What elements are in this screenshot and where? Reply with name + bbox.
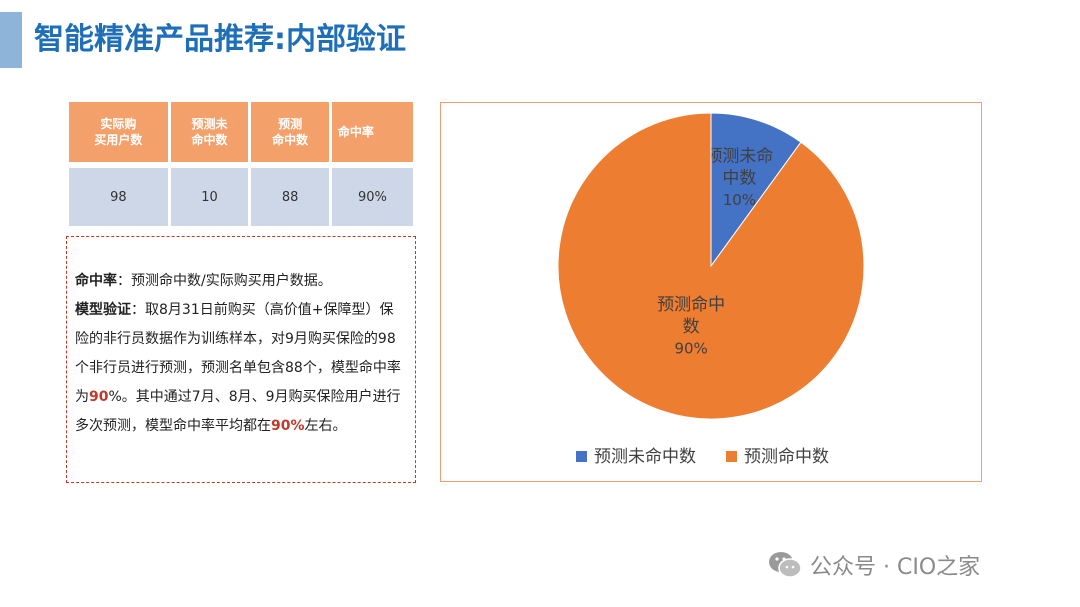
title-accent-bar (0, 12, 22, 68)
slice-label-0-0: 预测未命 (705, 147, 773, 167)
legend-label-0: 预测未命中数 (594, 447, 696, 467)
cell-predicted-miss: 10 (170, 168, 249, 226)
header-hit-rate: 命中率 (331, 102, 413, 162)
pie-slice-1 (557, 112, 865, 420)
cell-predicted-hit: 88 (251, 168, 329, 226)
explanation-note: 命中率：预测命中数/实际购买用户数据。 模型验证：取8月31日前购买（高价值+保… (66, 236, 416, 483)
table-header-row: 实际购 买用户数 预测未 命中数 预测 命中数 命中率 (69, 102, 413, 162)
header-actual-buyers: 实际购 买用户数 (69, 102, 168, 162)
header-predicted-hit: 预测 命中数 (251, 102, 329, 162)
legend-label-1: 预测命中数 (744, 447, 829, 467)
legend-swatch-1 (726, 451, 737, 462)
header-predicted-miss: 预测未 命中数 (170, 102, 249, 162)
stats-table: 实际购 买用户数 预测未 命中数 预测 命中数 命中率 98 10 88 90% (66, 102, 416, 226)
page-title: 智能精准产品推荐:内部验证 (34, 22, 406, 57)
pie-chart: 预测未命 中数 10% 预测命中数 90% 预测未命中数 预测命中数 (440, 102, 982, 482)
legend-swatch-0 (576, 451, 587, 462)
watermark-text: 公众号 · CIO之家 (810, 555, 981, 580)
pie-slice-0 (710, 112, 802, 268)
slice-label-0-1: 中数 (722, 169, 756, 189)
watermark: 公众号 · CIO之家 (768, 548, 980, 582)
table-row: 98 10 88 90% (69, 168, 413, 226)
validation-paragraph: 模型验证：取8月31日前购买（高价值+保障型）保险的非行员数据作为训练样本，对9… (75, 302, 401, 434)
cell-actual-buyers: 98 (69, 168, 168, 226)
slice-label-0-2: 10% (723, 191, 756, 209)
slice-label-1-2: 90% (674, 340, 707, 358)
wechat-icon (769, 552, 802, 578)
cell-hit-rate: 90% (331, 168, 413, 226)
slice-label-1-0: 预测命中 (657, 295, 725, 315)
slice-label-1-1: 数 (683, 317, 700, 337)
definition-paragraph: 命中率：预测命中数/实际购买用户数据。 (75, 273, 332, 289)
